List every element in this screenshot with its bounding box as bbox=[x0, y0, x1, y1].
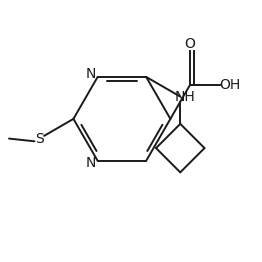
Text: N: N bbox=[86, 156, 96, 170]
Text: OH: OH bbox=[220, 78, 241, 92]
Text: O: O bbox=[185, 37, 195, 51]
Text: S: S bbox=[35, 132, 44, 146]
Text: N: N bbox=[86, 67, 96, 81]
Text: NH: NH bbox=[175, 90, 195, 103]
